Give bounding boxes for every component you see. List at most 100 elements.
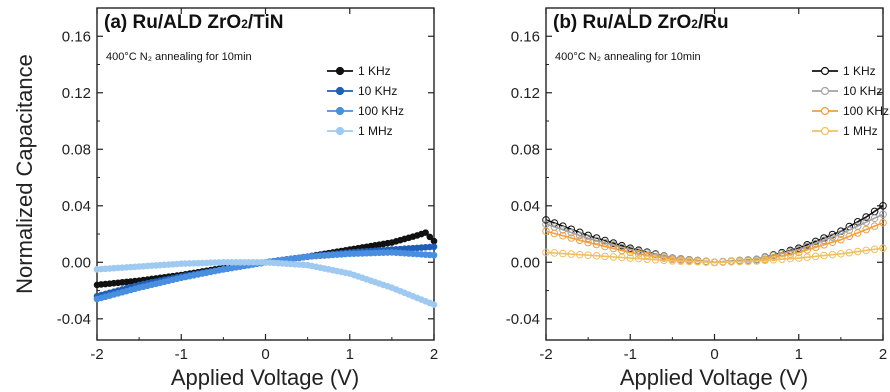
data-point <box>651 250 660 259</box>
data-point <box>559 226 567 234</box>
y-tick-label: 0.16 <box>511 28 540 45</box>
x-axis-title-b: Applied Voltage (V) <box>620 365 808 390</box>
data-point <box>677 257 685 265</box>
data-point <box>879 201 887 210</box>
data-point <box>559 231 567 240</box>
data-point <box>862 246 870 255</box>
data-point <box>828 238 837 247</box>
data-point <box>769 253 778 262</box>
data-point <box>634 254 643 263</box>
data-point <box>601 242 609 251</box>
data-point <box>430 301 438 308</box>
data-point <box>845 232 854 241</box>
data-point <box>643 255 651 263</box>
data-point <box>828 250 837 259</box>
series-group-a <box>93 229 438 308</box>
data-point <box>735 257 744 266</box>
data-point <box>567 250 576 258</box>
annealing-note-b: 400°C N₂ annealing for 10min <box>555 51 701 63</box>
y-axis-title-a: Normalized Capacitance <box>12 54 37 294</box>
panel-title-b: (b) Ru/ALD ZrO2/Ru <box>553 12 729 33</box>
legend-marker <box>820 86 830 96</box>
series-1-mhz <box>542 244 887 267</box>
data-point <box>668 257 677 265</box>
data-point <box>651 255 660 264</box>
legend-item: 1 KHz <box>812 64 876 78</box>
series-1-khz <box>93 229 438 289</box>
data-point <box>609 239 618 247</box>
data-point <box>811 252 820 261</box>
legend-label: 100 KHz <box>358 104 404 118</box>
y-tick-label: -0.04 <box>506 311 540 328</box>
x-tick-label: 2 <box>879 346 887 363</box>
legend-marker <box>820 126 830 136</box>
data-point <box>837 250 845 258</box>
data-point <box>794 248 803 257</box>
data-point <box>837 235 845 244</box>
data-point <box>584 251 592 260</box>
data-point <box>727 257 736 266</box>
data-point <box>879 210 887 219</box>
legend-marker <box>820 66 830 76</box>
legend-item: 1 MHz <box>327 124 393 138</box>
data-point <box>820 251 828 260</box>
legend-label: 10 KHz <box>358 84 397 98</box>
data-point <box>870 214 879 223</box>
legend-label: 1 MHz <box>843 124 878 138</box>
legend-item: 10 KHz <box>327 84 397 98</box>
data-point <box>550 229 559 238</box>
data-point <box>559 249 567 258</box>
data-point <box>426 233 434 241</box>
data-point <box>862 213 870 221</box>
data-point <box>879 244 887 252</box>
legend-label: 1 KHz <box>358 64 391 78</box>
legend-item: 10 KHz <box>812 84 882 98</box>
data-point <box>710 258 719 267</box>
data-point <box>542 227 550 236</box>
legend-label: 100 KHz <box>843 104 889 118</box>
y-tick-label: 0.12 <box>62 85 91 102</box>
annealing-note-a: 400°C N₂ annealing for 10min <box>106 51 252 63</box>
legend-marker <box>335 126 345 136</box>
data-point <box>853 247 862 256</box>
x-tick-label: -1 <box>624 346 637 363</box>
data-point <box>575 231 584 240</box>
data-point <box>828 233 837 241</box>
data-point <box>786 254 795 263</box>
x-tick-label: 0 <box>261 346 269 363</box>
data-point <box>542 248 550 257</box>
y-tick-label: 0.16 <box>62 28 91 45</box>
data-point <box>584 238 592 247</box>
data-point <box>803 253 811 262</box>
legend-label: 1 KHz <box>843 64 876 78</box>
data-point <box>575 236 584 245</box>
data-point <box>575 250 584 259</box>
data-point <box>430 243 438 251</box>
x-tick-label: 0 <box>710 346 718 363</box>
data-point <box>626 254 635 262</box>
data-point <box>879 218 887 227</box>
data-point <box>592 251 601 260</box>
y-tick-label: 0.08 <box>511 141 540 158</box>
data-point <box>778 255 786 263</box>
y-tick-label: 0.04 <box>511 198 540 215</box>
legend-item: 100 KHz <box>812 104 889 118</box>
data-point <box>567 228 576 237</box>
x-tick-label: 1 <box>795 346 803 363</box>
data-point <box>609 244 618 253</box>
data-point <box>618 253 626 262</box>
series-group-b <box>542 201 887 267</box>
data-point <box>601 236 609 245</box>
x-tick-label: 1 <box>346 346 354 363</box>
data-point <box>837 230 845 238</box>
legend-label: 10 KHz <box>843 84 882 98</box>
legend-marker <box>335 106 345 116</box>
data-point <box>660 254 668 262</box>
data-point <box>794 254 803 262</box>
y-tick-label: 0.00 <box>511 254 540 271</box>
data-point <box>592 240 601 249</box>
data-point <box>430 251 438 259</box>
legend-label: 1 MHz <box>358 124 393 138</box>
y-tick-label: -0.04 <box>57 311 91 328</box>
data-point <box>752 257 761 265</box>
